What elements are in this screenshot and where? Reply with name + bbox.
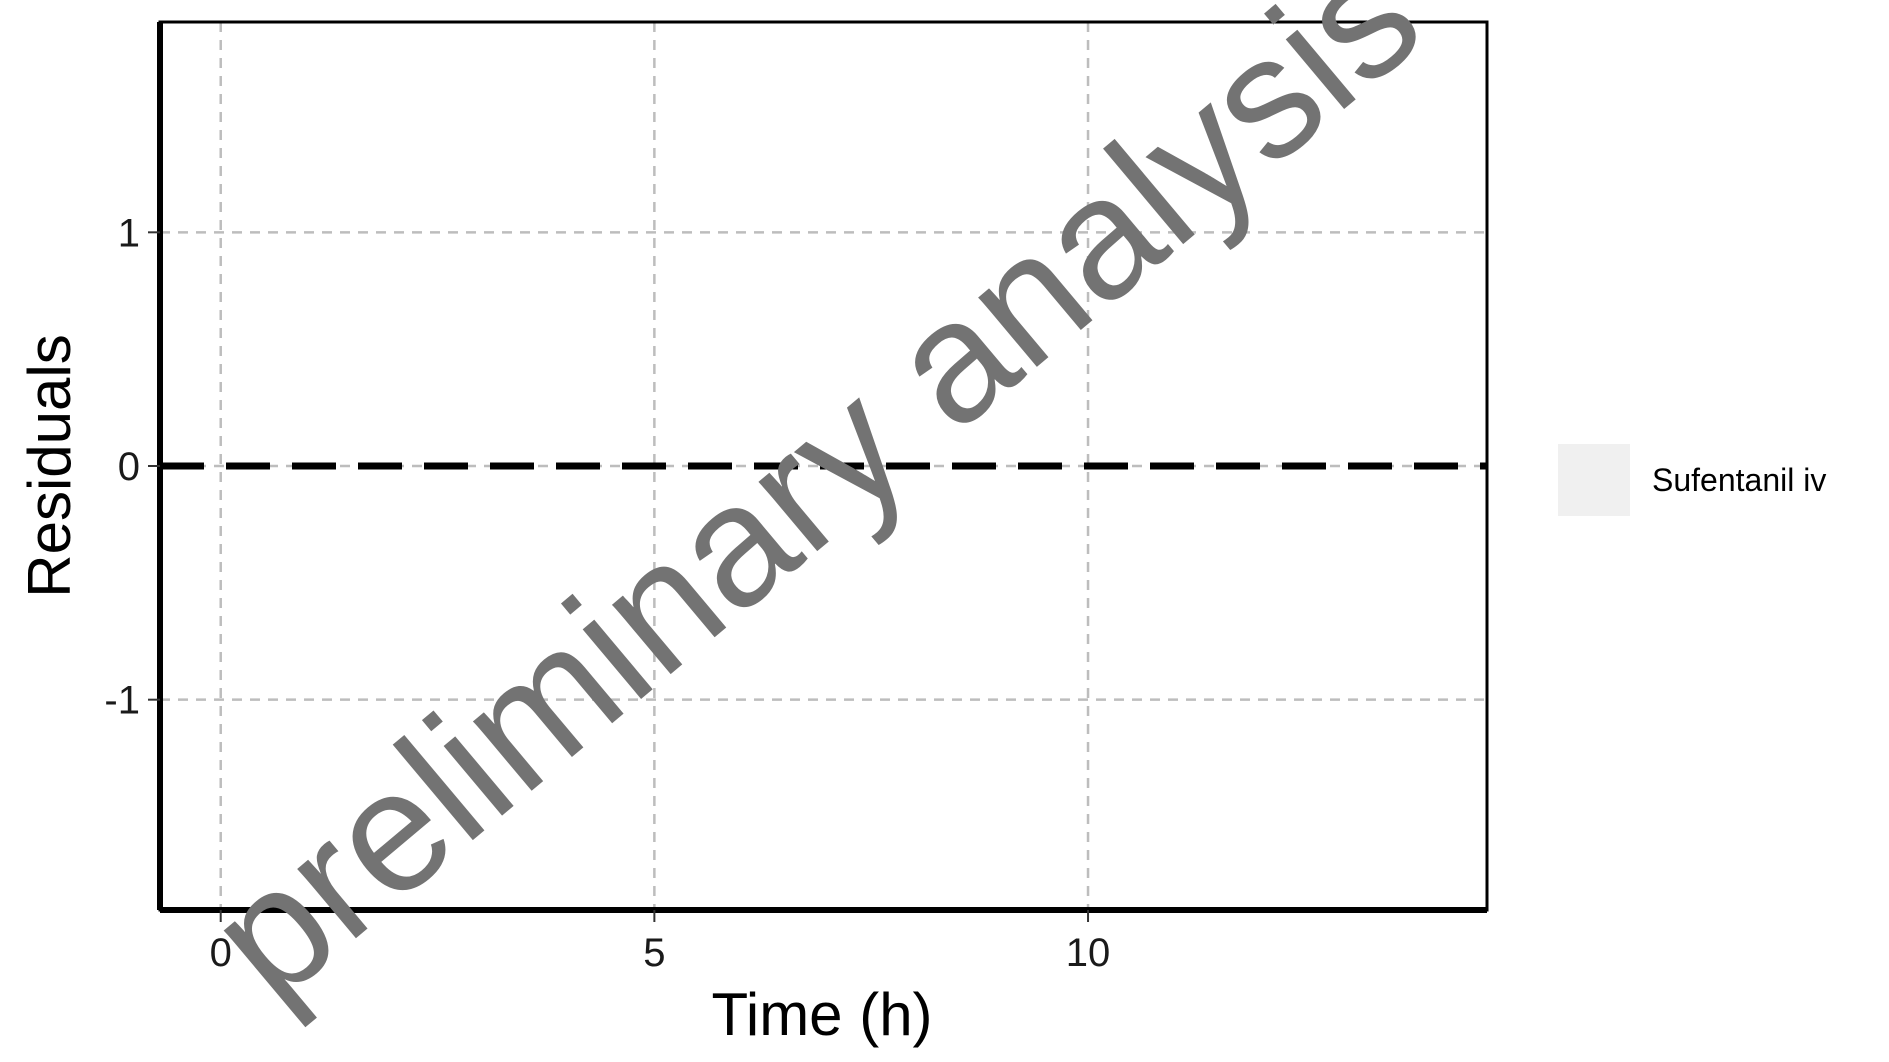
grid-lines <box>160 22 1487 910</box>
y-tick-label: 0 <box>118 445 140 489</box>
y-axis-title: Residuals <box>16 334 83 597</box>
x-tick-label: 5 <box>643 931 665 975</box>
legend: Sufentanil iv <box>1558 444 1826 516</box>
y-axis-ticks: 1 0 -1 <box>104 211 160 723</box>
watermark-text: preliminary analysis <box>174 0 1454 1036</box>
x-axis-title: Time (h) <box>711 981 932 1048</box>
x-axis-ticks: 0 5 10 <box>210 910 1111 975</box>
x-tick-label: 0 <box>210 931 232 975</box>
y-tick-label: -1 <box>104 679 140 723</box>
x-tick-label: 10 <box>1066 931 1111 975</box>
legend-label: Sufentanil iv <box>1652 462 1826 498</box>
y-tick-label: 1 <box>118 211 140 255</box>
legend-key <box>1558 444 1630 516</box>
